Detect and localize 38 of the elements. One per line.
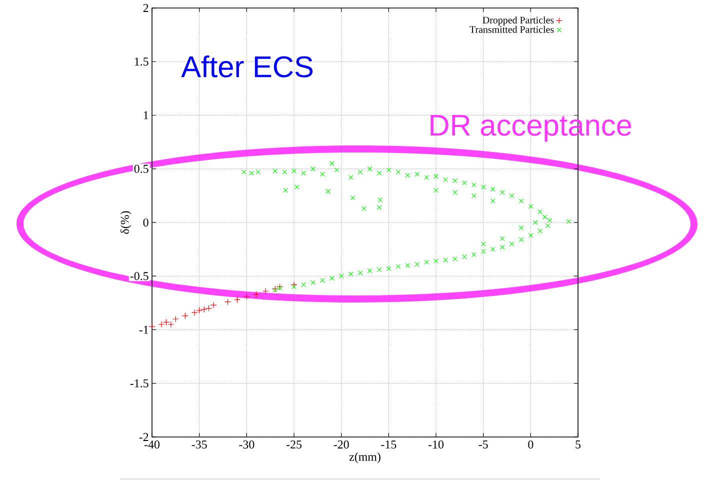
y-tick-label: -1.5 [130, 379, 148, 388]
point [182, 312, 188, 320]
y-tick-label: 1 [144, 111, 148, 120]
x-tick-label: -10 [428, 440, 444, 449]
y-tick-label: -2 [139, 433, 148, 441]
y-tick-label: -0.5 [130, 272, 148, 280]
x-axis-title: z(mm) [349, 452, 380, 464]
point [234, 296, 240, 303]
y-tick-label: 0.5 [134, 164, 148, 173]
x-tick-label: -35 [192, 440, 207, 449]
point [262, 288, 269, 294]
x-tick-label: -5 [478, 440, 488, 448]
x-tick-label: -40 [144, 440, 160, 449]
y-tick-label: 1.5 [134, 58, 148, 66]
point [252, 291, 260, 298]
point [210, 302, 217, 308]
y-axis-title: δ(%) [120, 211, 132, 234]
annotation: After ECS [181, 55, 313, 78]
point [172, 316, 179, 322]
x-tick-label: -15 [381, 440, 396, 449]
y-tick-label: 2 [143, 4, 148, 12]
x-tick-label: -20 [334, 440, 349, 449]
point [196, 307, 203, 314]
point [200, 306, 208, 313]
point [191, 309, 198, 316]
x-tick-label: 0 [528, 440, 534, 449]
point [206, 304, 212, 312]
point [243, 293, 250, 300]
x-tick-label: 5 [576, 440, 581, 448]
y-tick-label: -1 [139, 326, 148, 334]
x-tick-label: -30 [239, 440, 254, 449]
point [148, 323, 156, 330]
y-tick-label: 0 [143, 218, 148, 227]
legend-label: Dropped Particles [482, 16, 554, 26]
point [224, 298, 232, 306]
legend-label: Transmitted Particles [470, 26, 554, 33]
point [158, 321, 165, 328]
x-tick-label: -25 [286, 440, 302, 449]
